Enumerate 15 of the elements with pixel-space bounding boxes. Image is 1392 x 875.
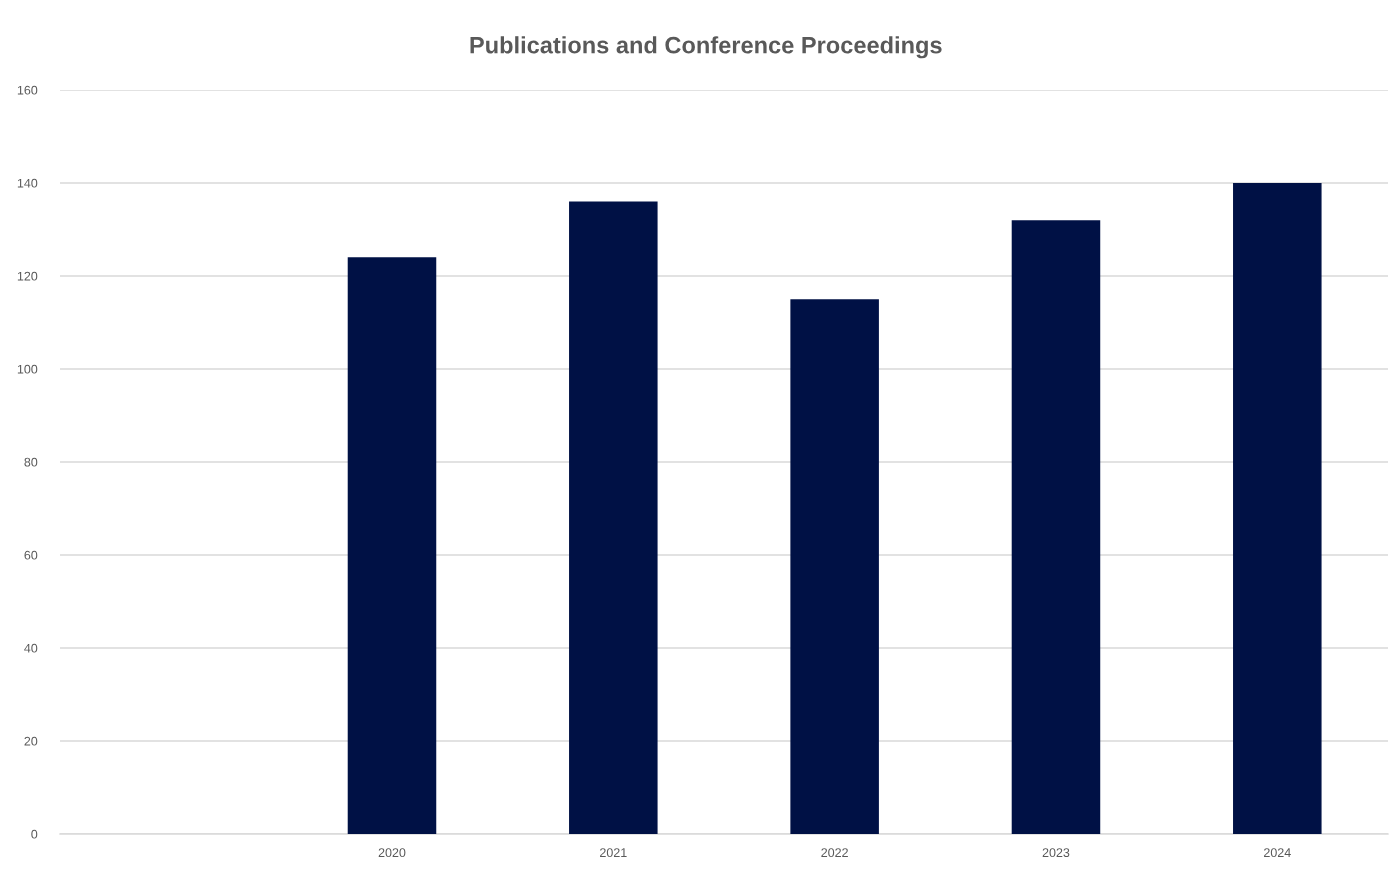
y-tick-label: 80	[24, 457, 38, 467]
x-tick-label: 2023	[1042, 848, 1070, 858]
y-tick-label: 140	[17, 178, 38, 188]
y-tick-label: 20	[24, 736, 38, 746]
y-tick-label: 60	[24, 550, 38, 560]
x-tick-label: 2020	[378, 848, 406, 858]
y-tick-label: 40	[24, 643, 38, 653]
x-tick-label: 2022	[821, 848, 848, 858]
y-tick-label: 160	[17, 85, 38, 95]
chart-title: Publications and Conference Proceedings	[470, 36, 942, 59]
y-tick-label: 0	[31, 829, 38, 839]
x-tick-label: 2021	[600, 848, 627, 858]
y-tick-label: 100	[17, 364, 38, 374]
x-tick-label: 2024	[1264, 848, 1291, 858]
y-tick-label: 120	[17, 271, 38, 281]
